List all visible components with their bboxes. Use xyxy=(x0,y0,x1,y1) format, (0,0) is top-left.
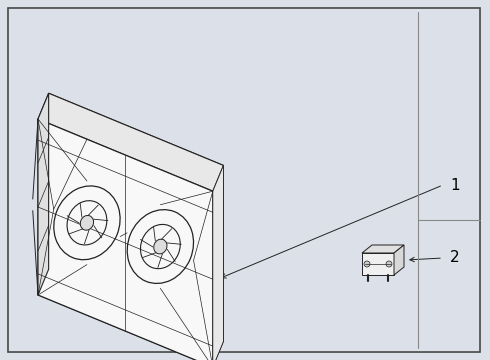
Polygon shape xyxy=(362,253,394,275)
Polygon shape xyxy=(38,93,223,191)
Ellipse shape xyxy=(154,239,167,254)
Polygon shape xyxy=(38,269,223,360)
Polygon shape xyxy=(38,93,49,295)
Polygon shape xyxy=(394,245,404,275)
Circle shape xyxy=(364,261,370,267)
Polygon shape xyxy=(362,245,404,253)
Circle shape xyxy=(386,261,392,267)
Text: 2: 2 xyxy=(450,251,460,266)
Text: 1: 1 xyxy=(450,177,460,193)
Polygon shape xyxy=(49,93,223,341)
Ellipse shape xyxy=(80,215,94,230)
Polygon shape xyxy=(38,119,213,360)
Polygon shape xyxy=(213,166,223,360)
